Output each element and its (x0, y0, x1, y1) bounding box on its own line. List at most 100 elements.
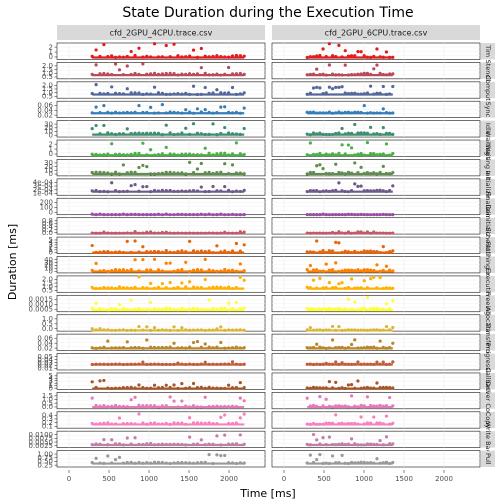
data-point (125, 87, 129, 91)
data-point (211, 184, 215, 189)
data-point (102, 43, 106, 47)
y-tick-label: 1.0 (42, 315, 53, 323)
y-tick-label: 0.6 (42, 220, 54, 228)
data-point (388, 395, 392, 400)
x-tick-label: 500 (317, 475, 330, 483)
data-point (215, 88, 219, 92)
data-point (359, 50, 363, 54)
data-point (334, 85, 338, 89)
data-point (227, 65, 231, 70)
data-point (327, 85, 331, 89)
y-tick-label: 0.1 (42, 423, 53, 431)
data-point (203, 85, 207, 90)
data-point (334, 413, 338, 417)
data-point (311, 278, 316, 282)
row-strip (481, 159, 495, 176)
data-point (219, 105, 223, 109)
data-point (223, 453, 227, 458)
data-point (349, 146, 354, 150)
data-point (362, 279, 366, 283)
data-point (164, 43, 168, 48)
y-tick-label: 0.0 (42, 403, 53, 411)
y-tick-label: 1.5 (42, 85, 53, 93)
data-point (215, 434, 219, 438)
row-strip-label: Sync (484, 102, 492, 118)
data-point (362, 104, 366, 108)
row-strip (481, 450, 495, 467)
data-point (340, 281, 344, 285)
y-tick-label: 0.4 (42, 223, 54, 231)
data-point (349, 277, 354, 281)
y-tick-label: 40 (44, 256, 53, 264)
y-axis-title: Duration [ms] (6, 224, 19, 300)
row-strip-label: Allocating (484, 307, 492, 339)
data-point (125, 239, 129, 243)
y-tick-label: 100 (40, 203, 53, 211)
data-point (94, 123, 98, 128)
row-strip-label: Executing (484, 268, 492, 300)
data-point (168, 395, 172, 399)
data-point (365, 140, 370, 145)
data-point (141, 185, 145, 189)
row-strip-label: Stencil (484, 60, 492, 82)
data-point (359, 165, 363, 169)
data-point (149, 148, 153, 152)
data-point (356, 184, 360, 188)
data-point (242, 106, 246, 110)
data-point (365, 295, 370, 300)
y-tick-label: 1.5 (42, 66, 53, 74)
data-point (391, 299, 395, 303)
data-point (121, 163, 125, 167)
data-point (381, 84, 385, 89)
data-point (195, 339, 200, 344)
row-strip-label: Progressing (484, 343, 492, 381)
y-tick-label: 10 (44, 265, 53, 273)
y-tick-label: 0.2 (42, 226, 53, 234)
data-point (234, 53, 239, 58)
x-tick-label: 1000 (140, 475, 158, 483)
data-point (223, 162, 227, 166)
data-point (337, 43, 341, 47)
x-tick-label: 1500 (395, 475, 413, 483)
data-point (337, 85, 341, 89)
y-tick-label: 0 (49, 208, 53, 216)
y-tick-label: 0.5 (42, 320, 53, 328)
data-point (330, 324, 335, 329)
data-point (203, 146, 207, 150)
data-point (102, 437, 106, 442)
y-tick-label: 0.5 (42, 287, 53, 295)
y-tick-label: 20 (44, 124, 53, 132)
data-point (125, 340, 129, 344)
data-point (219, 325, 223, 329)
x-tick-label: 500 (102, 475, 115, 483)
data-point (315, 438, 319, 442)
data-point (353, 300, 357, 304)
data-point (191, 340, 196, 345)
y-tick-label: 0.02 (37, 362, 53, 370)
data-point (180, 381, 184, 386)
data-point (191, 84, 196, 88)
data-point (308, 264, 312, 268)
data-point (219, 340, 223, 345)
data-point (172, 399, 176, 403)
y-tick-label: 0.02 (37, 344, 53, 352)
data-point (330, 454, 335, 458)
y-tick-label: 0.8 (42, 217, 53, 225)
data-point (94, 261, 98, 265)
data-point (219, 151, 223, 155)
row-strip (481, 140, 495, 157)
row-strip-label: Freeing (484, 292, 492, 316)
data-point (384, 302, 389, 306)
y-tick-label: 0.0 (42, 229, 53, 237)
row-strip (481, 392, 495, 409)
y-tick-label: 3e-04 (33, 182, 54, 190)
y-tick-label: 1 (49, 48, 53, 56)
data-point (242, 126, 246, 131)
data-point (346, 297, 351, 301)
y-tick-label: 0.0010 (29, 301, 54, 309)
y-tick-label: 0.0075 (29, 435, 54, 443)
data-point (391, 341, 395, 345)
column-strip-label: cfd_2GPU_4CPU.trace.csv (110, 29, 213, 38)
data-point (359, 415, 363, 419)
y-tick-label: 0.2 (42, 419, 53, 427)
